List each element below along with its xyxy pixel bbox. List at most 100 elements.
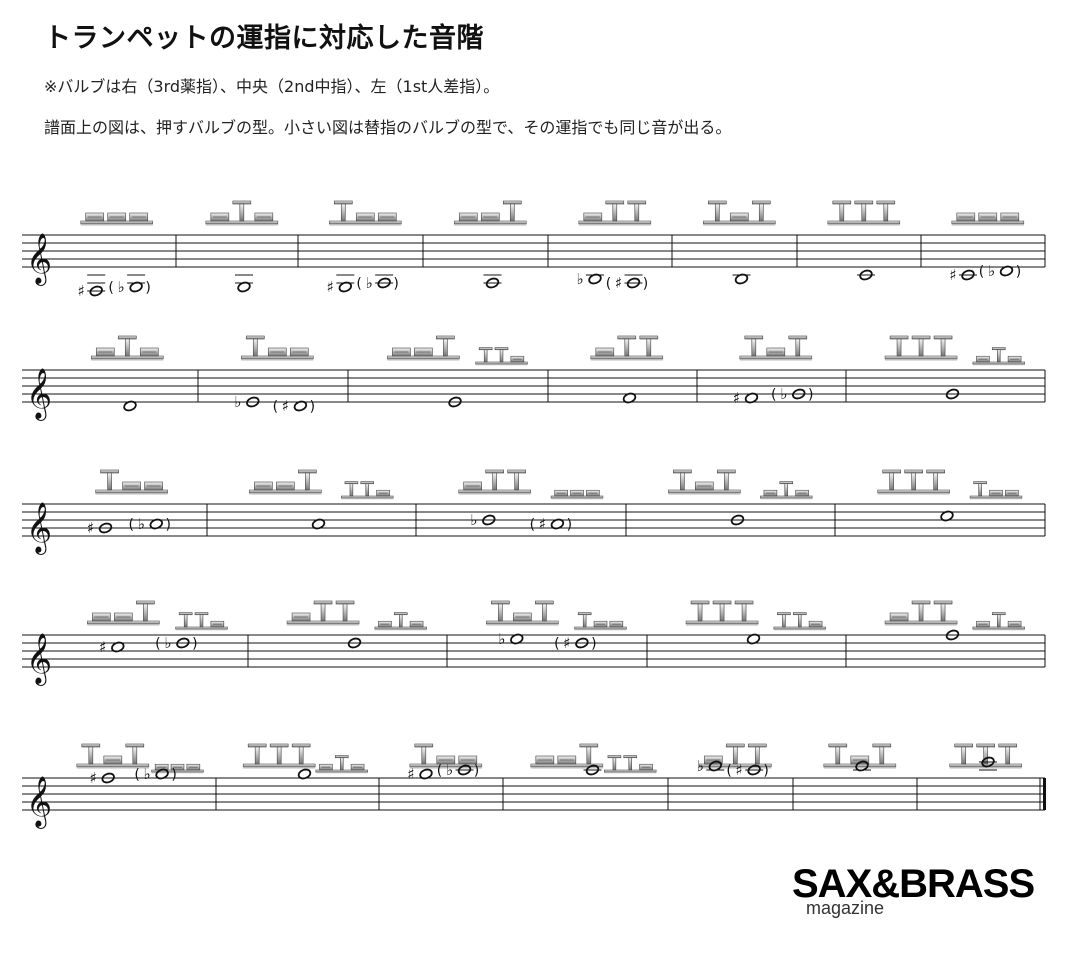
valve-pressed-cap: [178, 612, 193, 616]
valve-pressed-stem: [107, 472, 112, 491]
valve-pressed-stem: [940, 338, 946, 357]
sharp-accidental: ♯: [282, 397, 289, 415]
measure: ♯ ♭(): [78, 212, 154, 300]
valve-pressed-cap: [911, 600, 931, 605]
valve-base-shadow: [475, 364, 528, 366]
valve-pressed-stem: [628, 757, 632, 771]
note-head: [155, 768, 169, 780]
valve-pressed-stem: [680, 472, 685, 491]
valve-pressed-cap: [232, 200, 252, 205]
paren-close: ): [393, 276, 398, 292]
valve-pressed-cap: [436, 335, 455, 340]
note-head: [945, 629, 960, 641]
note-head: [744, 392, 759, 404]
valve-pressed-stem: [124, 338, 130, 357]
sax-brass-logo: SAX&BRASS: [792, 862, 1035, 906]
valve-base: [475, 361, 528, 365]
valve-pressed-cap: [247, 743, 267, 748]
valve-pressed-cap: [690, 600, 710, 605]
valve-pressed-stem: [889, 472, 894, 491]
sharp-accidental: ♯: [615, 274, 622, 292]
valve-pressed-stem: [514, 472, 519, 491]
sharp-accidental: ♯: [539, 515, 546, 533]
valve-base: [387, 355, 460, 360]
valve-pressed-stem: [492, 472, 497, 491]
flat-accidental: ♭: [446, 761, 453, 779]
paren-close: ): [166, 517, 171, 533]
valve-pressed-cap: [245, 335, 265, 340]
valve-base-shadow: [972, 364, 1025, 366]
valve-base-shadow: [972, 629, 1025, 631]
valve-base-shadow: [949, 767, 1022, 769]
sharp-accidental: ♯: [78, 282, 85, 300]
valve-pressed-cap: [334, 755, 349, 759]
note-head: [176, 637, 190, 649]
valve-base: [972, 626, 1025, 630]
note-head: [708, 760, 723, 772]
valve-pressed-stem: [940, 603, 946, 622]
valve-pressed-stem: [132, 746, 138, 765]
flat-accidental: ♭: [780, 385, 787, 403]
valve-pressed-stem: [896, 338, 902, 357]
staff-row: 𝄞♯ ♭() ♯ ♭() ♭ ♯() ♯ ♭(): [22, 200, 1046, 300]
paren-close: ): [474, 763, 479, 779]
valve-base: [87, 620, 160, 625]
measure: [949, 743, 1023, 771]
note-head: [347, 637, 362, 649]
diagram-explanation-note: 譜面上の図は、押すバルブの型。小さい図は替指のバルブの型で、その運指でも同じ音が…: [44, 118, 732, 137]
note-head: [98, 522, 113, 534]
valve-pressed-cap: [991, 347, 1006, 351]
measure: [286, 600, 427, 649]
paren-open: (: [554, 636, 559, 652]
note-head: [510, 633, 524, 645]
valve-pressed-cap: [579, 743, 599, 748]
valve-pressed-stem: [582, 614, 587, 628]
valve-base-shadow: [205, 224, 278, 226]
measure: ♯ ♭(): [327, 200, 402, 296]
note-head: [585, 764, 600, 776]
flat-accidental: ♭: [498, 630, 505, 648]
valve-base-shadow: [243, 767, 316, 769]
note-head: [377, 277, 391, 289]
valve-pressed-cap: [507, 469, 526, 474]
measure: [90, 335, 164, 412]
valve-pressed-cap: [788, 335, 808, 340]
note-head: [338, 281, 353, 293]
valve-base-shadow: [287, 624, 360, 626]
paren-close: ): [567, 517, 572, 533]
valve-base: [604, 769, 657, 773]
measure: [590, 335, 664, 404]
paren-close: ): [192, 636, 197, 652]
note-head: [448, 396, 462, 408]
valve-base-shadow: [590, 359, 663, 361]
valve-pressed-cap: [291, 743, 311, 748]
valve-pressed-cap: [872, 743, 892, 748]
paren-close: ): [808, 387, 813, 403]
valve-base: [550, 495, 604, 499]
measure: [884, 600, 1025, 641]
valve-pressed-stem: [997, 349, 1001, 363]
valve-base: [374, 626, 427, 630]
page-title: トランペットの運指に対応した音階: [44, 23, 484, 54]
valve-pressed-stem: [839, 203, 845, 222]
note-head: [961, 269, 975, 281]
paren-close: ): [310, 399, 315, 415]
valve-base-shadow: [486, 624, 559, 626]
valve-base: [286, 620, 360, 625]
note-head: [485, 277, 500, 289]
paren-close: ): [591, 636, 596, 652]
note-head: [746, 633, 761, 645]
valve-pressed-stem: [997, 614, 1001, 628]
measure: ♯ ♭(): [733, 335, 813, 407]
paren-open: (: [356, 276, 361, 292]
valve-pressed-cap: [607, 755, 622, 759]
valve-pressed-cap: [882, 469, 901, 474]
measure: [249, 469, 394, 530]
valve-base-shadow: [668, 493, 741, 495]
paren-open: (: [437, 763, 442, 779]
sharp-accidental: ♯: [563, 634, 570, 652]
measure: ♯ ♭(): [87, 600, 228, 656]
valve-base: [972, 361, 1025, 365]
valve-base: [574, 626, 627, 630]
note-head: [293, 400, 308, 412]
